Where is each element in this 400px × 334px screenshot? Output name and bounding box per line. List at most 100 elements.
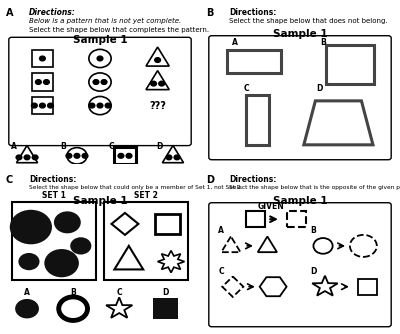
- Text: Sample 1: Sample 1: [73, 35, 127, 45]
- Bar: [32, 73, 53, 91]
- Text: Select the shape below that does not belong.: Select the shape below that does not bel…: [229, 18, 388, 24]
- Bar: [358, 279, 377, 295]
- Bar: [32, 97, 53, 114]
- Circle shape: [89, 49, 111, 67]
- Circle shape: [54, 211, 81, 233]
- Circle shape: [97, 103, 103, 108]
- Text: Directions:: Directions:: [229, 8, 276, 17]
- Circle shape: [101, 80, 107, 85]
- Bar: [326, 45, 374, 85]
- Text: C: C: [6, 175, 13, 185]
- Circle shape: [59, 297, 88, 320]
- Circle shape: [89, 97, 111, 115]
- Circle shape: [24, 155, 30, 160]
- Text: B: B: [310, 226, 316, 235]
- Text: C: C: [218, 267, 224, 276]
- Text: D: D: [156, 142, 163, 151]
- Text: SET 1: SET 1: [42, 191, 66, 200]
- Text: C: C: [109, 142, 114, 151]
- Circle shape: [44, 80, 49, 85]
- Circle shape: [16, 155, 22, 160]
- Bar: [155, 214, 180, 234]
- Circle shape: [155, 58, 160, 62]
- Circle shape: [151, 81, 156, 86]
- Circle shape: [70, 237, 91, 255]
- Circle shape: [118, 153, 124, 158]
- Bar: [227, 50, 281, 73]
- Circle shape: [97, 56, 103, 61]
- Polygon shape: [16, 145, 38, 163]
- Text: Select the shape below that could only be a member of Set 1, not Set 2.: Select the shape below that could only b…: [29, 185, 243, 190]
- FancyBboxPatch shape: [209, 203, 391, 327]
- Text: Select the shape below that is the opposite of the given process.: Select the shape below that is the oppos…: [229, 185, 400, 190]
- Bar: [12, 202, 96, 281]
- Circle shape: [166, 155, 172, 160]
- Text: A: A: [6, 8, 14, 18]
- Polygon shape: [221, 236, 240, 252]
- Text: D: D: [206, 175, 214, 185]
- Circle shape: [159, 81, 164, 86]
- Bar: [32, 50, 53, 67]
- Text: Sample 1: Sample 1: [273, 196, 327, 206]
- Bar: [246, 95, 269, 145]
- FancyBboxPatch shape: [209, 36, 391, 160]
- Circle shape: [18, 253, 40, 270]
- Bar: [153, 299, 178, 319]
- Text: ???: ???: [149, 101, 166, 111]
- Circle shape: [36, 80, 41, 85]
- Polygon shape: [162, 145, 184, 163]
- Text: A: A: [218, 226, 224, 235]
- Circle shape: [174, 155, 180, 160]
- Polygon shape: [106, 297, 132, 318]
- Text: Sample 1: Sample 1: [273, 29, 327, 39]
- Text: Directions:: Directions:: [29, 175, 76, 184]
- Text: D: D: [310, 267, 317, 276]
- Text: Below is a pattern that is not yet complete.: Below is a pattern that is not yet compl…: [29, 18, 181, 24]
- Text: Directions:: Directions:: [29, 8, 76, 17]
- Bar: [104, 202, 188, 281]
- Circle shape: [314, 238, 333, 254]
- Text: D: D: [162, 289, 168, 298]
- Circle shape: [89, 73, 111, 91]
- Circle shape: [105, 103, 111, 108]
- Text: C: C: [116, 289, 122, 298]
- Circle shape: [32, 103, 37, 108]
- Circle shape: [40, 56, 45, 61]
- Circle shape: [44, 249, 79, 277]
- Circle shape: [350, 235, 377, 257]
- Polygon shape: [312, 276, 338, 296]
- FancyBboxPatch shape: [9, 37, 191, 146]
- Polygon shape: [260, 277, 286, 296]
- Circle shape: [126, 153, 132, 158]
- Text: Sample 1: Sample 1: [73, 196, 127, 206]
- Text: A: A: [24, 289, 30, 298]
- Circle shape: [32, 155, 38, 160]
- Text: GIVEN: GIVEN: [258, 202, 284, 211]
- Text: SET 2: SET 2: [134, 191, 158, 200]
- Polygon shape: [222, 277, 243, 297]
- Text: B: B: [61, 142, 66, 151]
- Text: Directions:: Directions:: [229, 175, 276, 184]
- Circle shape: [66, 153, 72, 158]
- Text: B: B: [70, 289, 76, 298]
- Text: D: D: [316, 84, 322, 93]
- Bar: [114, 147, 136, 164]
- Circle shape: [93, 80, 99, 85]
- Text: B: B: [320, 38, 326, 47]
- Polygon shape: [304, 101, 373, 145]
- Text: A: A: [232, 38, 238, 47]
- Circle shape: [10, 210, 52, 244]
- Circle shape: [89, 103, 95, 108]
- Circle shape: [15, 299, 39, 318]
- Circle shape: [74, 153, 80, 158]
- Bar: [286, 211, 306, 227]
- Text: B: B: [206, 8, 213, 18]
- Polygon shape: [146, 47, 169, 66]
- Circle shape: [82, 153, 88, 158]
- Polygon shape: [112, 213, 138, 235]
- Bar: [246, 211, 266, 227]
- Polygon shape: [114, 246, 143, 270]
- Circle shape: [40, 103, 45, 108]
- Circle shape: [48, 103, 53, 108]
- Polygon shape: [158, 250, 184, 273]
